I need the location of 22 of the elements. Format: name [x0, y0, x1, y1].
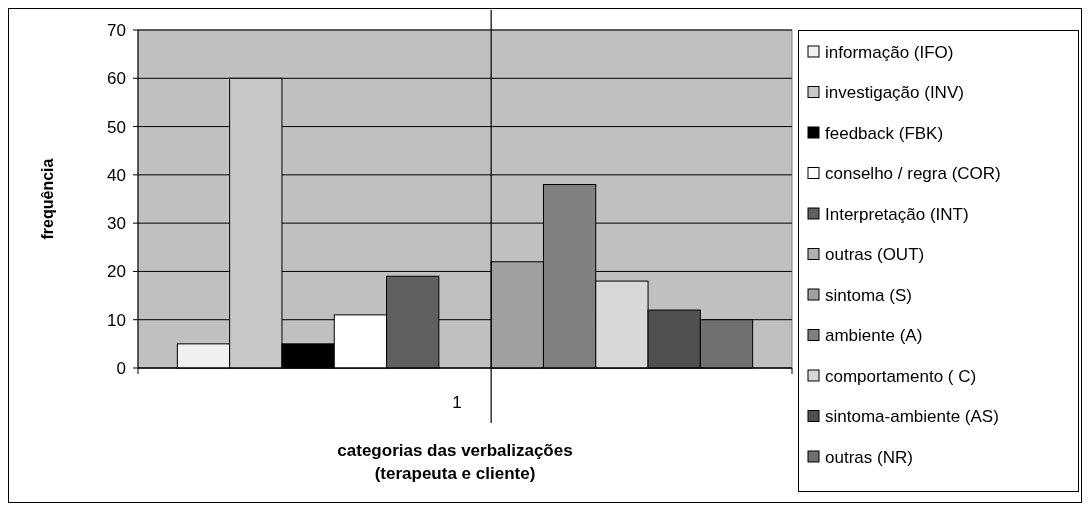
y-axis-title: frequência [39, 158, 56, 240]
legend-label: investigação (INV) [825, 83, 964, 103]
legend-label: sintoma-ambiente (AS) [825, 407, 999, 427]
y-tick-label: 70 [107, 20, 126, 40]
y-tick-label: 60 [107, 69, 126, 89]
y-tick-label: 50 [107, 117, 126, 137]
legend-label: conselho / regra (COR) [825, 164, 1001, 184]
x-axis-title: categorias das verbalizações (terapeuta e cliente) [337, 441, 573, 483]
legend-label: outras (OUT) [825, 245, 925, 265]
x-tick-label: 1 [452, 393, 462, 412]
legend-label: comportamento ( C) [825, 366, 977, 386]
y-tick-label: 30 [107, 214, 126, 234]
legend-label: Interpretação (INT) [825, 204, 969, 224]
y-tick-label: 20 [107, 262, 126, 282]
legend-label: feedback (FBK) [825, 123, 944, 143]
y-tick-label: 0 [116, 358, 126, 378]
legend-label: informação (IFO) [825, 42, 954, 62]
legend-label: sintoma (S) [825, 285, 912, 305]
legend-label: ambiente (A) [825, 326, 923, 346]
y-tick-label: 10 [107, 310, 126, 330]
legend-label: outras (NR) [825, 447, 913, 467]
y-tick-label: 40 [107, 165, 126, 185]
